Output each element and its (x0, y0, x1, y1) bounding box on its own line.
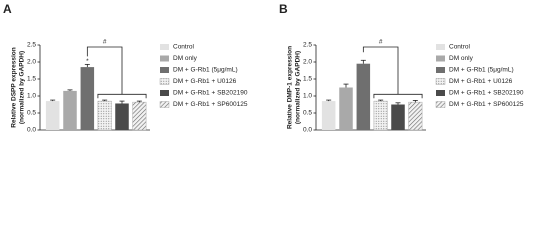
significance-mark: # (103, 39, 107, 46)
legend-label: DM + G-Rb1 + SP600125 (449, 101, 524, 108)
legend-label: DM + G-Rb1 + SB202190 (449, 90, 524, 97)
legend-swatch (160, 67, 169, 73)
legend-label: Control (449, 44, 471, 51)
legend-swatch (159, 101, 170, 108)
bar (408, 101, 423, 131)
y-axis-label: (normalized by GAPDH) (295, 51, 302, 124)
y-tick-label: 1.5 (27, 76, 36, 83)
y-axis-label: Relative DSPP expression (11, 47, 18, 127)
legend-swatch (160, 44, 169, 50)
legend-label: DM + G-Rb1 + SP600125 (173, 101, 248, 108)
bracket (86, 46, 123, 95)
y-tick-label: 2.0 (303, 59, 312, 66)
legend-swatch (160, 55, 169, 62)
bracket (373, 93, 423, 99)
panel-letter: A (3, 2, 12, 16)
legend-label: DM only (173, 55, 198, 62)
y-axis-label: (normalized by GAPDH) (19, 51, 26, 124)
y-tick-label: 2.5 (27, 42, 36, 49)
bar (45, 101, 60, 130)
bar (97, 100, 112, 131)
bar (115, 103, 129, 130)
y-tick-label: 2.0 (27, 59, 36, 66)
legend-swatch (436, 67, 445, 73)
y-axis-label: Relative DMP-1 expression (287, 46, 294, 129)
y-tick-label: 0.5 (27, 110, 36, 117)
bar (132, 101, 147, 131)
legend-swatch (436, 90, 445, 96)
significance-mark: # (379, 39, 383, 46)
significance-mark: * (86, 58, 89, 65)
panel: A Relative DSPP expression (normalized by … (3, 2, 248, 134)
y-tick-label: 0.0 (27, 127, 36, 134)
bar (373, 100, 388, 131)
bar (339, 87, 353, 130)
y-tick-label: 0.0 (303, 127, 312, 134)
y-tick-label: 2.5 (303, 42, 312, 49)
legend-swatch (436, 55, 445, 62)
panel-letter: B (279, 2, 288, 16)
bar (321, 101, 336, 130)
bar (63, 90, 77, 130)
legend-swatch (160, 90, 169, 96)
legend-label: DM + G-Rb1 + SB202190 (173, 90, 248, 97)
bar (80, 67, 95, 130)
legend-label: DM + G-Rb1 (5μg/mL) (173, 67, 238, 74)
bar (391, 104, 405, 130)
panel: B Relative DMP-1 expression (normalized by… (279, 2, 524, 134)
legend-swatch (435, 78, 446, 85)
y-tick-label: 1.0 (27, 93, 36, 100)
y-tick-label: 0.5 (303, 110, 312, 117)
bracket (97, 93, 147, 99)
bar (356, 63, 371, 131)
legend-swatch (159, 78, 170, 85)
legend-swatch (435, 101, 446, 108)
legend-label: DM + G-Rb1 (5μg/mL) (449, 67, 514, 74)
legend-label: DM + G-Rb1 + U0126 (173, 78, 237, 85)
legend-label: DM + G-Rb1 + U0126 (449, 78, 513, 85)
y-tick-label: 1.5 (303, 76, 312, 83)
bracket (362, 46, 399, 95)
y-tick-label: 1.0 (303, 93, 312, 100)
legend-label: Control (173, 44, 195, 51)
legend-label: DM only (449, 55, 474, 62)
legend-swatch (436, 44, 445, 50)
